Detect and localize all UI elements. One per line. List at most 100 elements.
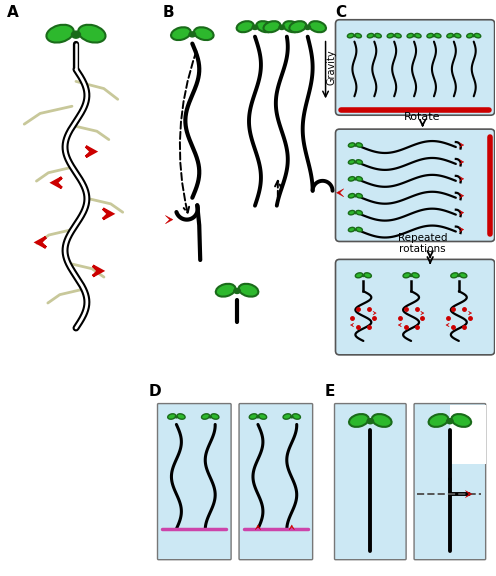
Ellipse shape: [305, 25, 310, 29]
Ellipse shape: [473, 35, 475, 37]
Ellipse shape: [354, 229, 357, 231]
Ellipse shape: [474, 33, 481, 38]
Ellipse shape: [348, 210, 355, 215]
FancyBboxPatch shape: [414, 404, 486, 560]
Ellipse shape: [355, 273, 363, 278]
Ellipse shape: [387, 33, 394, 38]
Polygon shape: [336, 189, 344, 197]
Ellipse shape: [356, 228, 363, 232]
FancyBboxPatch shape: [335, 20, 495, 115]
Ellipse shape: [427, 33, 434, 38]
Polygon shape: [373, 311, 376, 315]
Ellipse shape: [189, 32, 195, 37]
Polygon shape: [459, 227, 464, 232]
Polygon shape: [421, 311, 424, 315]
Ellipse shape: [175, 416, 178, 418]
Ellipse shape: [239, 284, 258, 297]
Ellipse shape: [447, 33, 453, 38]
Ellipse shape: [433, 35, 435, 37]
Ellipse shape: [367, 419, 373, 424]
Ellipse shape: [291, 416, 293, 418]
Text: A: A: [7, 5, 19, 20]
Ellipse shape: [356, 177, 363, 181]
Ellipse shape: [353, 35, 356, 37]
Ellipse shape: [372, 414, 391, 427]
Polygon shape: [289, 525, 295, 530]
Polygon shape: [255, 525, 261, 530]
Text: D: D: [149, 384, 161, 399]
FancyBboxPatch shape: [334, 404, 406, 560]
Ellipse shape: [348, 194, 355, 198]
Ellipse shape: [362, 275, 365, 276]
Polygon shape: [398, 323, 402, 327]
Ellipse shape: [292, 414, 301, 419]
Ellipse shape: [415, 33, 421, 38]
Ellipse shape: [279, 25, 285, 29]
Text: Gravity: Gravity: [326, 50, 336, 85]
Ellipse shape: [211, 414, 219, 419]
Ellipse shape: [194, 27, 214, 40]
Text: C: C: [335, 5, 347, 20]
Ellipse shape: [356, 160, 363, 164]
Ellipse shape: [354, 195, 357, 197]
Text: Repeated
rotations: Repeated rotations: [398, 233, 447, 254]
Polygon shape: [465, 491, 472, 498]
Ellipse shape: [459, 273, 467, 278]
Ellipse shape: [283, 414, 291, 419]
Ellipse shape: [407, 33, 414, 38]
Ellipse shape: [413, 35, 415, 37]
Ellipse shape: [355, 33, 362, 38]
Ellipse shape: [258, 414, 267, 419]
Ellipse shape: [209, 416, 211, 418]
FancyBboxPatch shape: [239, 404, 312, 560]
Ellipse shape: [412, 273, 419, 278]
Polygon shape: [459, 143, 464, 147]
Ellipse shape: [467, 33, 473, 38]
Ellipse shape: [249, 414, 257, 419]
Polygon shape: [459, 160, 464, 164]
Polygon shape: [459, 176, 464, 181]
Ellipse shape: [451, 414, 471, 427]
FancyBboxPatch shape: [158, 404, 231, 560]
Ellipse shape: [348, 160, 355, 164]
Text: E: E: [324, 384, 335, 399]
Ellipse shape: [354, 212, 357, 214]
FancyBboxPatch shape: [335, 129, 495, 241]
Ellipse shape: [256, 21, 273, 32]
Ellipse shape: [349, 414, 369, 427]
Ellipse shape: [375, 33, 381, 38]
Ellipse shape: [47, 25, 74, 43]
Ellipse shape: [454, 33, 461, 38]
Ellipse shape: [367, 33, 374, 38]
Ellipse shape: [71, 31, 80, 38]
Ellipse shape: [78, 25, 106, 43]
Ellipse shape: [201, 414, 210, 419]
Ellipse shape: [347, 33, 354, 38]
Ellipse shape: [354, 161, 357, 163]
Ellipse shape: [354, 179, 357, 180]
Ellipse shape: [283, 21, 300, 32]
Ellipse shape: [393, 35, 395, 37]
Ellipse shape: [309, 21, 326, 32]
Ellipse shape: [348, 143, 355, 147]
Ellipse shape: [403, 273, 411, 278]
Ellipse shape: [364, 273, 372, 278]
Ellipse shape: [237, 21, 253, 32]
Text: Rotate: Rotate: [404, 112, 441, 122]
Polygon shape: [350, 323, 354, 327]
Polygon shape: [459, 194, 464, 198]
Ellipse shape: [429, 414, 448, 427]
Polygon shape: [459, 210, 464, 215]
Ellipse shape: [348, 177, 355, 181]
Polygon shape: [165, 215, 173, 224]
Ellipse shape: [177, 414, 185, 419]
Ellipse shape: [453, 35, 455, 37]
Ellipse shape: [171, 27, 190, 40]
Ellipse shape: [434, 33, 441, 38]
Ellipse shape: [356, 210, 363, 215]
Ellipse shape: [451, 273, 458, 278]
Ellipse shape: [252, 25, 258, 29]
Ellipse shape: [395, 33, 401, 38]
Ellipse shape: [410, 275, 412, 276]
Ellipse shape: [356, 143, 363, 147]
